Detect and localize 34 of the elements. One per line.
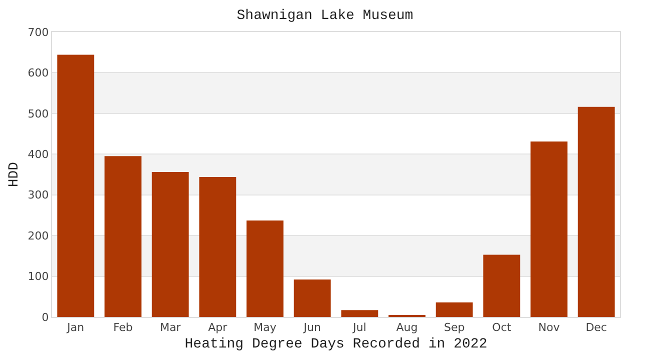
bar <box>57 54 94 317</box>
bar <box>104 156 142 317</box>
y-tick-label: 400 <box>28 148 49 161</box>
x-tick-label: Jul <box>352 321 366 334</box>
bar <box>246 220 284 317</box>
x-tick-label: Nov <box>538 321 560 334</box>
y-tick-label: 500 <box>28 107 49 120</box>
x-tick-label: Sep <box>444 321 465 334</box>
bar <box>436 302 473 317</box>
y-tick-label: 300 <box>28 188 49 202</box>
bar <box>530 142 568 317</box>
bar <box>341 310 378 317</box>
x-axis-title: Heating Degree Days Recorded in 2022 <box>184 336 488 352</box>
y-axis-title: HDD <box>6 162 22 188</box>
x-tick-label: Jun <box>302 321 321 334</box>
x-tick-label: Mar <box>160 321 182 334</box>
bar <box>199 176 236 317</box>
chart-title: Shawnigan Lake Museum <box>236 8 414 24</box>
bar <box>483 254 520 317</box>
x-tick-label: Apr <box>208 321 228 334</box>
bar <box>152 172 189 317</box>
x-tick-label: Dec <box>586 321 607 334</box>
x-tick-label: Jan <box>66 321 84 334</box>
x-tick-label: Oct <box>492 321 512 334</box>
x-tick-label: Feb <box>113 321 133 334</box>
x-tick-label: Aug <box>396 321 418 334</box>
x-tick-label: May <box>254 321 277 334</box>
y-tick-label: 200 <box>28 229 49 242</box>
y-tick-label: 700 <box>28 26 49 39</box>
bar <box>578 106 615 317</box>
y-tick-label: 600 <box>28 66 49 80</box>
y-tick-label: 0 <box>42 310 49 324</box>
y-tick-label: 100 <box>28 270 49 284</box>
bar <box>294 280 331 317</box>
